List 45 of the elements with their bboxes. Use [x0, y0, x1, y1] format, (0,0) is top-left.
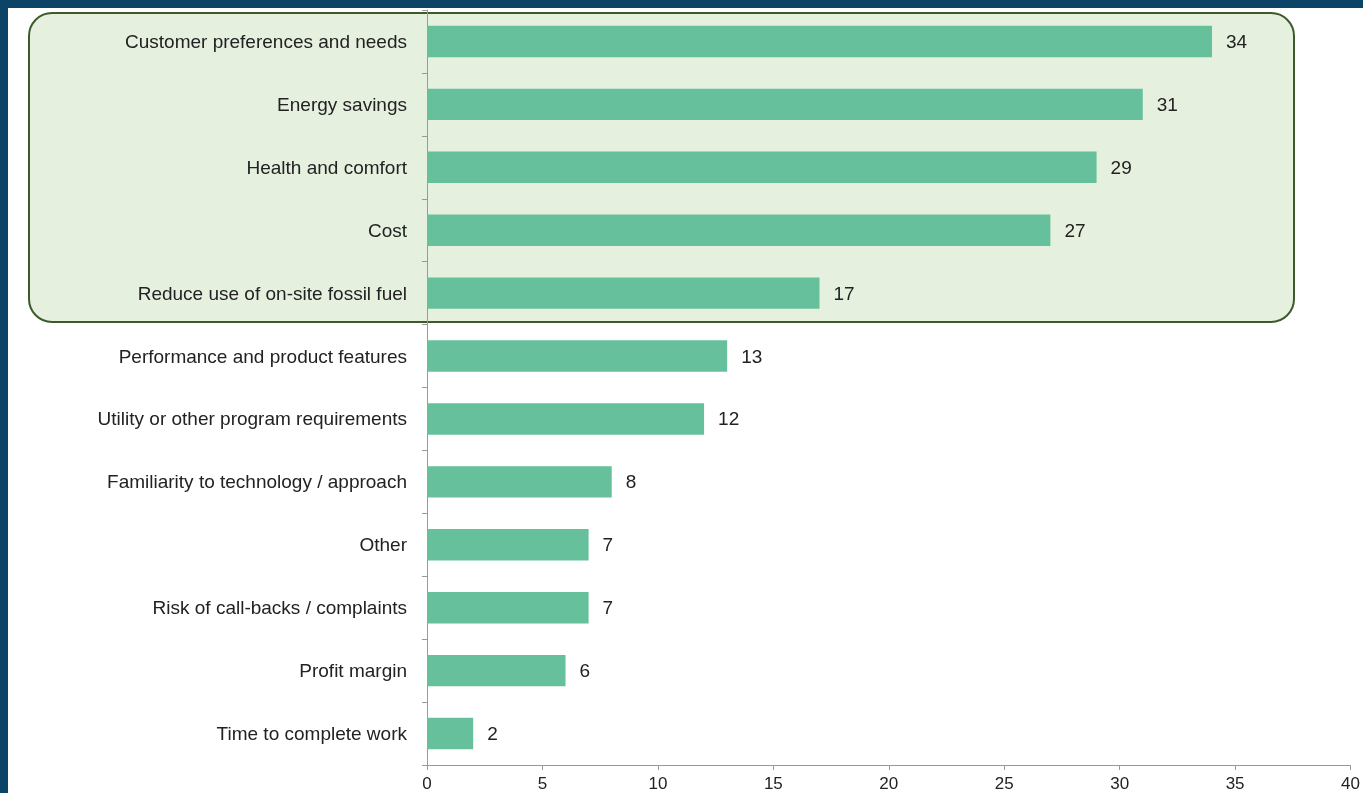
y-tick-label: Health and comfort — [246, 156, 408, 178]
x-tick-label: 20 — [879, 774, 899, 793]
y-tick-label: Utility or other program requirements — [97, 408, 407, 430]
data-label: 7 — [602, 534, 614, 556]
data-label: 27 — [1064, 219, 1086, 241]
y-tick-label: Energy savings — [277, 93, 407, 115]
bar — [427, 529, 589, 561]
y-tick-label: Cost — [367, 219, 408, 241]
bar — [427, 214, 1051, 246]
data-label: 34 — [1226, 30, 1248, 52]
bar — [427, 717, 474, 750]
bar — [427, 88, 1143, 121]
data-label: 17 — [833, 282, 855, 304]
y-tick-label: Other — [359, 534, 408, 556]
data-label: 8 — [625, 471, 637, 493]
data-label: 2 — [487, 723, 498, 745]
data-label: 31 — [1156, 93, 1178, 115]
y-tick-label: Time to complete work — [216, 723, 408, 745]
data-label: 29 — [1110, 156, 1132, 178]
bar — [427, 466, 612, 498]
x-tick-label: 5 — [537, 774, 548, 793]
x-tick-label: 0 — [422, 774, 432, 793]
y-tick-label: Profit margin — [299, 660, 407, 682]
x-tick-label: 30 — [1110, 774, 1130, 793]
data-label: 12 — [718, 408, 740, 430]
x-tick-label: 35 — [1225, 774, 1245, 793]
y-tick-label: Performance and product features — [118, 345, 407, 367]
data-label: 13 — [741, 345, 763, 367]
y-tick-label: Risk of call-backs / complaints — [152, 597, 407, 619]
x-tick-label: 15 — [763, 774, 783, 793]
y-tick-label: Reduce use of on-site fossil fuel — [137, 282, 407, 304]
bar — [427, 277, 820, 309]
bar — [427, 591, 589, 624]
y-tick-label: Customer preferences and needs — [125, 30, 407, 52]
data-label: 7 — [602, 597, 614, 619]
bar — [427, 151, 1097, 184]
bar — [427, 25, 1213, 58]
bar — [427, 654, 566, 687]
data-label: 6 — [579, 660, 591, 682]
x-tick-label: 10 — [648, 774, 668, 793]
bar — [427, 403, 705, 435]
bar — [427, 340, 728, 372]
y-tick-label: Familiarity to technology / approach — [107, 471, 407, 493]
x-tick-label: 25 — [994, 774, 1014, 793]
x-tick-label: 40 — [1341, 774, 1361, 793]
